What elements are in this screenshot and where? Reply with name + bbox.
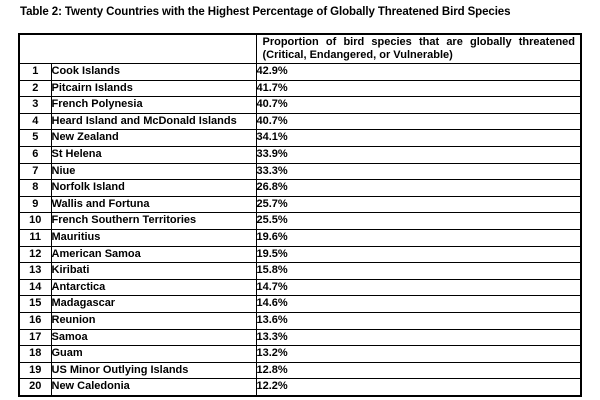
country-cell: American Samoa — [50, 245, 257, 264]
value-cell: 13.3% — [255, 328, 582, 347]
country-cell: French Southern Territories — [50, 212, 257, 230]
value-cell: 13.2% — [255, 345, 582, 363]
value-header-cell: Proportion of bird species that are glob… — [255, 33, 582, 64]
table-row: 7 Niue 33.3% — [18, 162, 582, 181]
table-row: 19 US Minor Outlying Islands 12.8% — [18, 361, 582, 380]
country-cell: New Zealand — [50, 129, 257, 147]
table-row: 14 Antarctica 14.7% — [18, 278, 582, 297]
rank-cell: 19 — [18, 361, 52, 380]
country-cell: Antarctica — [50, 278, 257, 297]
value-cell: 13.6% — [255, 311, 582, 330]
country-cell: Reunion — [50, 311, 257, 330]
table-row: 13 Kiribati 15.8% — [18, 262, 582, 280]
value-cell: 40.7% — [255, 112, 582, 131]
country-cell: New Caledonia — [50, 378, 257, 397]
table-row: 4 Heard Island and McDonald Islands 40.7… — [18, 112, 582, 131]
country-cell: Madagascar — [50, 295, 257, 313]
rank-cell: 20 — [18, 378, 52, 397]
rank-cell: 1 — [18, 63, 52, 81]
country-cell: Wallis and Fortuna — [50, 195, 257, 214]
rank-cell: 4 — [18, 112, 52, 131]
value-header-line2: (Critical, Endangered, or Vulnerable) — [262, 49, 453, 61]
table-row: 10 French Southern Territories 25.5% — [18, 212, 582, 230]
empty-header-cell — [18, 33, 257, 64]
table-row: 6 St Helena 33.9% — [18, 145, 582, 164]
table-row: 11 Mauritius 19.6% — [18, 228, 582, 247]
country-cell: Cook Islands — [50, 63, 257, 81]
table-row: 2 Pitcairn Islands 41.7% — [18, 79, 582, 98]
value-cell: 34.1% — [255, 129, 582, 147]
country-cell: Mauritius — [50, 228, 257, 247]
value-cell: 26.8% — [255, 179, 582, 197]
value-cell: 42.9% — [255, 63, 582, 81]
rank-cell: 7 — [18, 162, 52, 181]
value-cell: 19.5% — [255, 245, 582, 264]
country-cell: Pitcairn Islands — [50, 79, 257, 98]
table-row: 17 Samoa 13.3% — [18, 328, 582, 347]
rank-cell: 18 — [18, 345, 52, 363]
country-cell: French Polynesia — [50, 96, 257, 114]
value-cell: 19.6% — [255, 228, 582, 247]
rank-cell: 8 — [18, 179, 52, 197]
country-cell: Niue — [50, 162, 257, 181]
value-cell: 14.6% — [255, 295, 582, 313]
rank-cell: 14 — [18, 278, 52, 297]
country-cell: Heard Island and McDonald Islands — [50, 112, 257, 131]
table-caption: Table 2: Twenty Countries with the Highe… — [20, 6, 511, 18]
table-header-row: Proportion of bird species that are glob… — [18, 33, 582, 64]
rank-cell: 6 — [18, 145, 52, 164]
rank-cell: 15 — [18, 295, 52, 313]
table-row: 3 French Polynesia 40.7% — [18, 96, 582, 114]
country-cell: Norfolk Island — [50, 179, 257, 197]
table-row: 20 New Caledonia 12.2% — [18, 378, 582, 397]
value-cell: 25.7% — [255, 195, 582, 214]
rank-cell: 11 — [18, 228, 52, 247]
rank-cell: 17 — [18, 328, 52, 347]
value-cell: 33.3% — [255, 162, 582, 181]
value-cell: 40.7% — [255, 96, 582, 114]
table-row: 12 American Samoa 19.5% — [18, 245, 582, 264]
value-cell: 12.8% — [255, 361, 582, 380]
rank-cell: 10 — [18, 212, 52, 230]
rank-cell: 9 — [18, 195, 52, 214]
value-cell: 15.8% — [255, 262, 582, 280]
value-cell: 41.7% — [255, 79, 582, 98]
table-row: 5 New Zealand 34.1% — [18, 129, 582, 147]
value-cell: 14.7% — [255, 278, 582, 297]
country-cell: St Helena — [50, 145, 257, 164]
value-cell: 33.9% — [255, 145, 582, 164]
country-cell: US Minor Outlying Islands — [50, 361, 257, 380]
table-row: 1 Cook Islands 42.9% — [18, 63, 582, 81]
threatened-bird-species-table: Proportion of bird species that are glob… — [18, 33, 582, 397]
table-row: 8 Norfolk Island 26.8% — [18, 179, 582, 197]
rank-cell: 12 — [18, 245, 52, 264]
rank-cell: 13 — [18, 262, 52, 280]
rank-cell: 2 — [18, 79, 52, 98]
country-cell: Kiribati — [50, 262, 257, 280]
value-cell: 12.2% — [255, 378, 582, 397]
rank-cell: 3 — [18, 96, 52, 114]
table-row: 16 Reunion 13.6% — [18, 311, 582, 330]
value-header-line1: Proportion of bird species that are glob… — [262, 36, 576, 48]
table-row: 15 Madagascar 14.6% — [18, 295, 582, 313]
country-cell: Guam — [50, 345, 257, 363]
table-row: 9 Wallis and Fortuna 25.7% — [18, 195, 582, 214]
rank-cell: 16 — [18, 311, 52, 330]
country-cell: Samoa — [50, 328, 257, 347]
value-cell: 25.5% — [255, 212, 582, 230]
rank-cell: 5 — [18, 129, 52, 147]
table-row: 18 Guam 13.2% — [18, 345, 582, 363]
